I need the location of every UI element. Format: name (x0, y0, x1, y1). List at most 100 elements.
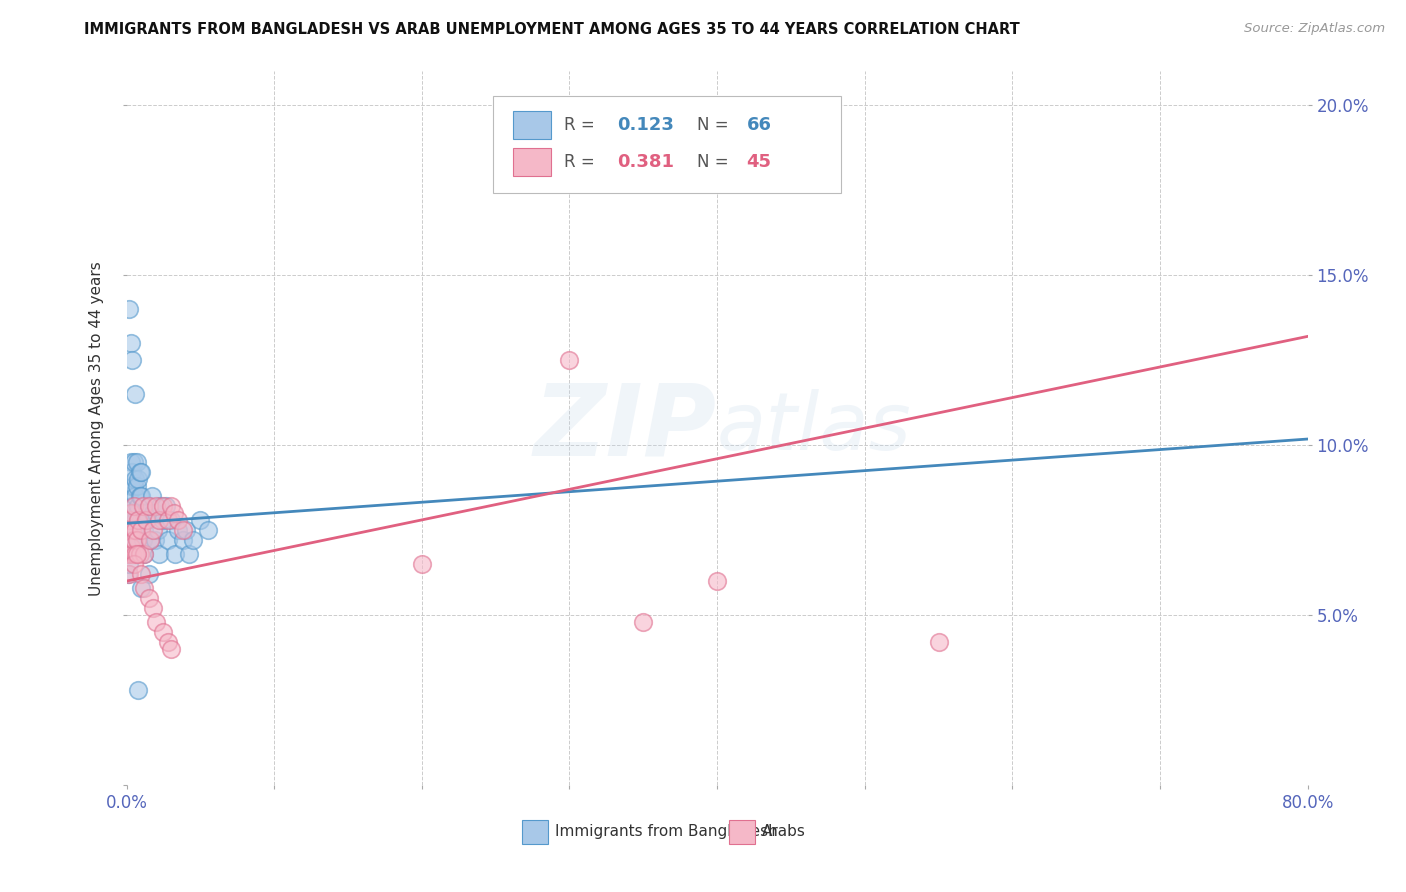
Point (148, 513, 170, 527)
Point (127, 500, 149, 514)
Point (122, 455, 145, 469)
Text: N =: N = (697, 116, 734, 134)
Point (124, 547, 146, 561)
Point (122, 479, 145, 493)
Point (134, 547, 156, 561)
Point (122, 500, 145, 514)
Point (124, 523, 146, 537)
Text: 45: 45 (747, 153, 772, 171)
Point (121, 533, 143, 548)
Point (138, 591, 160, 605)
Point (138, 500, 160, 514)
Point (125, 455, 148, 469)
Point (121, 353, 143, 368)
Point (197, 523, 219, 537)
Point (117, 523, 139, 537)
Point (121, 547, 143, 561)
Bar (513, 148, 551, 177)
Point (117, 523, 139, 537)
Point (152, 513, 174, 527)
Point (124, 513, 146, 527)
Point (117, 547, 139, 561)
Point (129, 523, 153, 537)
Point (135, 513, 157, 527)
Point (129, 466, 153, 480)
Point (118, 489, 141, 503)
Point (149, 500, 172, 514)
Point (156, 513, 179, 527)
Point (125, 533, 148, 548)
Point (129, 489, 153, 503)
Point (411, 557, 433, 571)
Point (174, 523, 197, 537)
Point (142, 506, 165, 520)
Text: Source: ZipAtlas.com: Source: ZipAtlas.com (1244, 22, 1385, 36)
Point (141, 489, 163, 503)
Point (125, 479, 148, 493)
Point (124, 387, 146, 401)
Point (132, 500, 155, 514)
Point (143, 533, 166, 548)
Point (127, 472, 149, 486)
Point (120, 540, 142, 554)
Text: Immigrants from Bangladesh: Immigrants from Bangladesh (555, 824, 778, 838)
Text: 0.123: 0.123 (617, 116, 673, 134)
Point (122, 523, 145, 537)
Point (121, 500, 143, 514)
Point (132, 506, 155, 520)
Point (121, 466, 143, 480)
Point (160, 513, 183, 527)
Point (134, 523, 156, 537)
Point (139, 533, 162, 548)
Point (127, 682, 149, 697)
Point (142, 523, 165, 537)
Point (148, 547, 170, 561)
Text: IMMIGRANTS FROM BANGLADESH VS ARAB UNEMPLOYMENT AMONG AGES 35 TO 44 YEARS CORREL: IMMIGRANTS FROM BANGLADESH VS ARAB UNEMP… (84, 22, 1021, 37)
Text: atlas: atlas (717, 389, 912, 467)
Point (142, 601, 165, 615)
Point (128, 489, 150, 503)
Text: R =: R = (564, 153, 599, 171)
Point (136, 513, 159, 527)
Point (146, 523, 169, 537)
Point (128, 547, 150, 561)
Bar (513, 111, 551, 139)
Text: R =: R = (564, 116, 599, 134)
Point (172, 523, 194, 537)
Point (172, 533, 194, 548)
Point (152, 625, 174, 640)
Point (145, 506, 167, 520)
Point (138, 567, 160, 582)
Point (118, 567, 141, 582)
Point (120, 336, 142, 351)
Point (124, 472, 146, 486)
Point (160, 642, 183, 657)
Point (156, 533, 179, 548)
Point (163, 506, 186, 520)
Point (117, 547, 139, 561)
Point (134, 547, 156, 561)
Point (128, 466, 150, 480)
Point (167, 523, 190, 537)
Point (928, 635, 950, 649)
Point (181, 533, 204, 548)
Point (132, 533, 155, 548)
Point (139, 533, 162, 548)
FancyBboxPatch shape (492, 96, 841, 193)
Point (120, 455, 142, 469)
Point (125, 506, 148, 520)
Point (118, 513, 141, 527)
Point (135, 506, 157, 520)
Point (145, 615, 167, 629)
Point (120, 513, 142, 527)
Point (177, 547, 200, 561)
Point (118, 302, 141, 317)
Bar (728, 820, 755, 844)
Point (124, 489, 146, 503)
Point (633, 615, 655, 629)
Text: Arabs: Arabs (762, 824, 806, 838)
Point (558, 353, 581, 368)
Point (129, 567, 153, 582)
Point (120, 540, 142, 554)
Point (188, 513, 212, 527)
